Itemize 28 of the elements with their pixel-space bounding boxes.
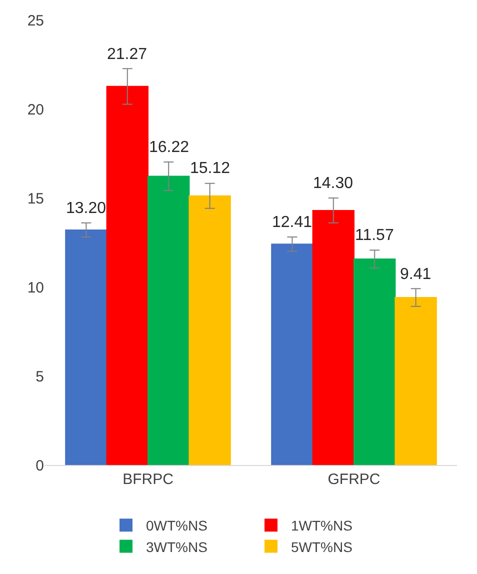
bar [312, 210, 354, 465]
bar [106, 86, 148, 465]
bar [188, 195, 231, 465]
legend-label: 3WT%NS [146, 538, 208, 555]
bar [394, 297, 437, 465]
data-label: 13.20 [66, 200, 106, 217]
y-tick-label: 0 [36, 457, 44, 474]
y-tick-label: 25 [27, 12, 44, 30]
legend-label: 0WT%NS [146, 518, 208, 534]
x-tick-label: GFRPC [328, 471, 380, 488]
data-label: 14.30 [313, 175, 354, 192]
y-tick-label: 10 [27, 279, 44, 296]
y-tick-label: 20 [27, 101, 44, 118]
legend-label: 1WT%NS [291, 518, 352, 534]
bar [65, 230, 108, 465]
data-label: 11.57 [355, 227, 394, 244]
data-label: 21.27 [107, 46, 148, 63]
data-label: 15.12 [190, 160, 230, 177]
bar [354, 258, 396, 465]
legend-label: 5WT%NS [291, 538, 352, 555]
x-tick-label: BFRPC [122, 471, 174, 488]
data-label: 12.41 [272, 214, 312, 231]
data-label: 16.22 [149, 139, 190, 156]
y-tick-label: 5 [36, 368, 44, 386]
bar [271, 244, 314, 465]
bar [148, 176, 190, 465]
data-label: 9.41 [400, 266, 432, 283]
y-tick-label: 15 [27, 190, 44, 208]
